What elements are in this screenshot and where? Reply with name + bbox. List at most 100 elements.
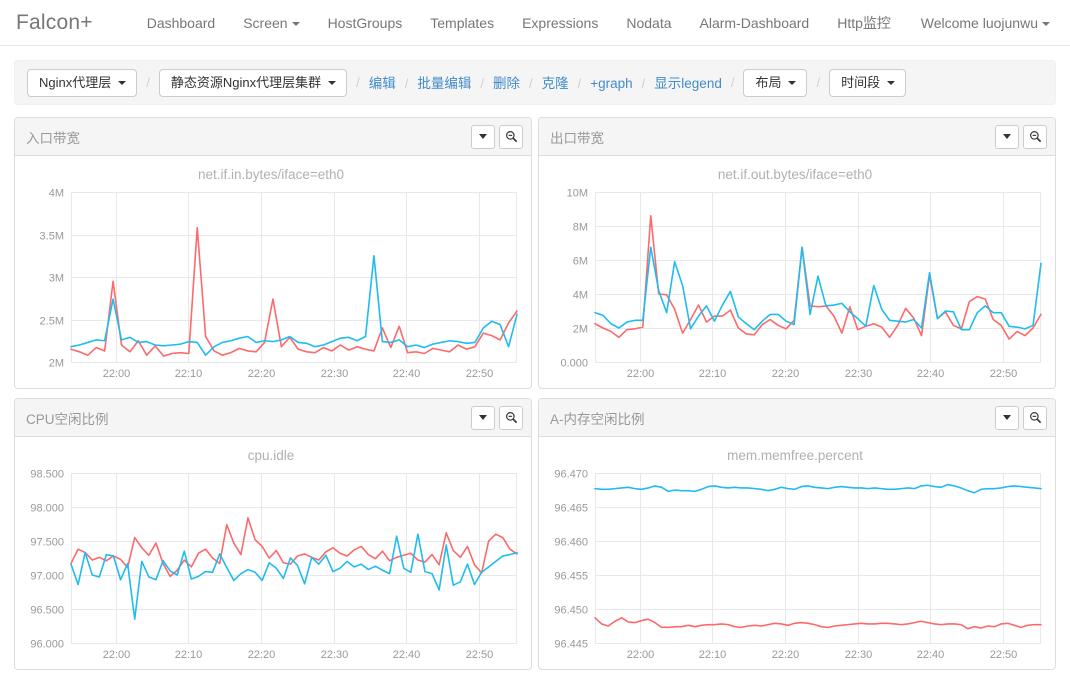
panel-tools <box>471 124 523 149</box>
nav-item-label: Expressions <box>522 14 599 31</box>
panel-zoom-out-button[interactable] <box>1023 405 1047 430</box>
panel-dropdown-button[interactable] <box>995 405 1019 430</box>
nav-http-monitor[interactable]: Http监控 <box>823 0 905 46</box>
panel-body: cpu.idle 96.000 96.500 97.000 97.500 98.000 98… <box>15 437 531 669</box>
chart-series-series-blue <box>594 483 1042 494</box>
panel-zoom-out-button[interactable] <box>499 405 523 430</box>
chart-series-series-blue <box>70 533 518 620</box>
x-axis-tick: 22:30 <box>321 649 349 661</box>
panel-header: A-内存空闲比例 <box>539 399 1055 437</box>
toolbar-delete-link[interactable]: 删除 <box>493 76 520 91</box>
x-axis-tick: 22:40 <box>393 368 421 380</box>
panel-tools <box>995 405 1047 430</box>
nav-item-label: Nodata <box>626 14 672 31</box>
toolbar-wrapper: Nginx代理层 / 静态资源Nginx代理层集群 / 编辑 / 批量编辑 / 删除 / 克… <box>0 46 1070 105</box>
chart-series-series-blue <box>594 246 1042 331</box>
x-axis-tick: 22:20 <box>248 368 276 380</box>
x-axis-tick: 22:10 <box>175 649 203 661</box>
x-axis-tick: 22:50 <box>990 649 1018 661</box>
panel-zoom-out-button[interactable] <box>499 124 523 149</box>
panel-header: 出口带宽 <box>539 118 1055 156</box>
y-axis-tick: 6M <box>573 256 588 268</box>
nav-dashboard[interactable]: Dashboard <box>133 0 230 46</box>
toolbar-batch-edit-link[interactable]: 批量编辑 <box>417 76 472 91</box>
primary-nav: Dashboard Screen HostGroups Templates Expres… <box>133 0 905 46</box>
x-axis-tick: 22:10 <box>699 368 727 380</box>
toolbar-edit-link[interactable]: 编辑 <box>368 76 396 91</box>
zoom-out-icon <box>505 412 517 424</box>
y-axis-tick: 96.465 <box>554 503 588 515</box>
nav-item-label: Screen <box>243 14 288 31</box>
user-menu-container: Welcome luojunwu <box>907 0 1070 46</box>
panel-body: mem.memfree.percent 96.445 96.450 96.455 96.… <box>539 437 1055 669</box>
nav-nodata[interactable]: Nodata <box>612 0 685 46</box>
y-axis-tick: 8M <box>573 222 588 234</box>
screen-select-label: Nginx代理层 <box>39 74 112 90</box>
y-axis-tick: 2M <box>49 358 64 370</box>
chart-svg: 0.000 2M 4M 6M 8M 10M 22:00 22:10 22:20 22:30 22:4… <box>560 188 1042 380</box>
x-axis-tick: 22:00 <box>103 649 131 661</box>
screen-toolbar: Nginx代理层 / 静态资源Nginx代理层集群 / 编辑 / 批量编辑 / 删除 / 克… <box>14 60 1056 105</box>
y-axis-tick: 96.445 <box>554 639 588 651</box>
chart-title: mem.memfree.percent <box>727 448 863 463</box>
nav-expressions[interactable]: Expressions <box>508 0 612 46</box>
toolbar-link-group: 编辑 / 批量编辑 / 删除 / 克隆 / +graph / 显示legend <box>369 72 722 93</box>
panel-dropdown-button[interactable] <box>995 124 1019 149</box>
nav-item-label: Http监控 <box>837 14 891 31</box>
y-axis-tick: 98.000 <box>30 503 64 515</box>
nav-item-label: Dashboard <box>146 14 216 31</box>
chevron-down-icon <box>291 21 300 26</box>
chevron-down-icon <box>118 80 127 85</box>
y-axis-tick: 98.500 <box>30 469 64 481</box>
x-axis-tick: 22:00 <box>103 368 131 380</box>
toolbar-add-graph-link[interactable]: +graph <box>590 76 633 91</box>
x-axis-tick: 22:50 <box>466 649 494 661</box>
panel-tools <box>995 124 1047 149</box>
group-select-dropdown[interactable]: 静态资源Nginx代理层集群 <box>158 68 348 97</box>
x-axis-tick: 22:20 <box>772 649 800 661</box>
nav-alarm-dashboard[interactable]: Alarm-Dashboard <box>686 0 824 46</box>
panel-header: 入口带宽 <box>15 118 531 156</box>
y-axis-tick: 3M <box>49 273 64 285</box>
x-axis-tick: 22:40 <box>917 368 945 380</box>
panel-mem-free-percent: A-内存空闲比例 mem.memfree.percent 96.445 96.450 9… <box>538 398 1056 670</box>
chart-area[interactable]: 2M 2.5M 3M 3.5M 4M 22:00 22:10 22:20 22:30 22:40 2… <box>19 184 523 384</box>
x-axis-tick: 22:30 <box>845 368 873 380</box>
x-axis-tick: 22:20 <box>772 368 800 380</box>
nav-item-label: Templates <box>430 14 495 31</box>
toolbar-show-legend-link[interactable]: 显示legend <box>654 76 722 91</box>
nav-screen[interactable]: Screen <box>229 0 313 46</box>
screen-select-dropdown[interactable]: Nginx代理层 <box>27 68 138 97</box>
panel-title: CPU空闲比例 <box>26 411 109 427</box>
chart-area[interactable]: 0.000 2M 4M 6M 8M 10M 22:00 22:10 22:20 22:30 22:4… <box>543 184 1047 384</box>
brand-logo[interactable]: Falcon+ <box>16 10 93 34</box>
y-axis-tick: 96.000 <box>30 639 64 651</box>
x-axis-tick: 22:30 <box>845 649 873 661</box>
y-axis-tick: 96.460 <box>554 537 588 549</box>
zoom-out-icon <box>505 131 517 143</box>
top-navbar: Falcon+ Dashboard Screen HostGroups Templat… <box>0 0 1070 46</box>
toolbar-separator: / <box>641 76 646 91</box>
y-axis-tick: 2M <box>573 324 588 336</box>
nav-templates[interactable]: Templates <box>416 0 508 46</box>
panel-cpu-idle: CPU空闲比例 cpu.idle 96.000 96.500 97.000 97.500 9… <box>14 398 532 670</box>
chevron-down-icon <box>1003 415 1011 420</box>
panel-dropdown-button[interactable] <box>471 124 495 149</box>
panel-header: CPU空闲比例 <box>15 399 531 437</box>
nav-hostgroups[interactable]: HostGroups <box>314 0 417 46</box>
x-axis-tick: 22:10 <box>699 649 727 661</box>
y-axis-tick: 96.500 <box>30 605 64 617</box>
y-axis-tick: 4M <box>573 290 588 302</box>
chart-area[interactable]: 96.000 96.500 97.000 97.500 98.000 98.500 22:0… <box>19 465 523 665</box>
y-axis-tick: 97.500 <box>30 537 64 549</box>
toolbar-clone-link[interactable]: 克隆 <box>541 76 569 91</box>
nav-user-menu[interactable]: Welcome luojunwu <box>907 0 1064 46</box>
layout-select-label: 布局 <box>755 74 782 90</box>
timerange-select-dropdown[interactable]: 时间段 <box>829 68 907 97</box>
chevron-down-icon <box>479 415 487 420</box>
panel-dropdown-button[interactable] <box>471 405 495 430</box>
panel-zoom-out-button[interactable] <box>1023 124 1047 149</box>
chart-area[interactable]: 96.445 96.450 96.455 96.460 96.465 96.470 22:0… <box>543 465 1047 665</box>
toolbar-separator: / <box>816 75 821 90</box>
layout-select-dropdown[interactable]: 布局 <box>743 68 808 97</box>
